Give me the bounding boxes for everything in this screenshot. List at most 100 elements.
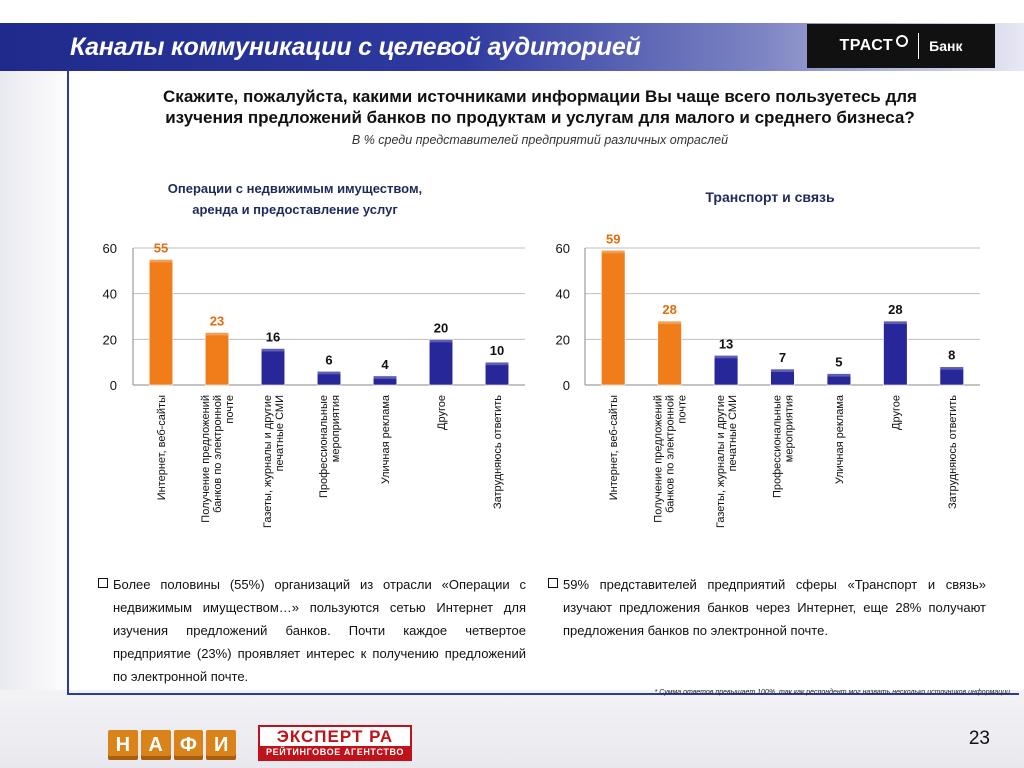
x-category-label-line: Другое bbox=[890, 395, 902, 430]
x-category-label-line: банков по электронной bbox=[212, 395, 224, 513]
bar-highlight bbox=[657, 321, 682, 325]
question-line-1: Скажите, пожалуйста, какими источниками … bbox=[163, 87, 917, 106]
nafi-letter: Ф bbox=[173, 730, 204, 760]
bar-highlight bbox=[149, 259, 173, 263]
logo-name: ТРАСТ bbox=[839, 37, 894, 54]
y-tick-label: 0 bbox=[110, 378, 117, 393]
x-category-label-line: Затрудняюсь ответить bbox=[947, 395, 959, 509]
bar bbox=[826, 373, 852, 386]
bullet-left-text: Более половины (55%) организаций из отра… bbox=[113, 577, 526, 684]
bar bbox=[713, 355, 739, 386]
x-category-label-line: Уличная реклама bbox=[834, 394, 846, 484]
checkbox-bullet-icon bbox=[548, 578, 558, 588]
x-category-label-line: Затрудняюсь ответить bbox=[492, 395, 504, 509]
logo-divider bbox=[918, 33, 920, 59]
bar-value-label: 8 bbox=[948, 348, 955, 363]
x-category-label: Профессиональные мероприятия bbox=[318, 395, 342, 498]
x-category-label-line: Получение предложений bbox=[653, 395, 665, 523]
bar-highlight bbox=[373, 375, 397, 379]
page-number: 23 bbox=[968, 728, 990, 749]
survey-question: Скажите, пожалуйста, какими источниками … bbox=[85, 86, 995, 128]
x-category-label: Интернет, веб-сайты bbox=[156, 395, 168, 500]
x-category-label-line: печатные СМИ bbox=[274, 395, 286, 471]
bar-value-label: 23 bbox=[210, 313, 224, 328]
bar-value-label: 16 bbox=[266, 329, 280, 344]
chart-1-title: Операции с недвижимым имуществом, аренда… bbox=[115, 178, 475, 220]
bar-highlight bbox=[205, 332, 229, 336]
x-category-label: Получение предложений банков по электронн… bbox=[653, 395, 689, 523]
bar-highlight bbox=[317, 371, 341, 375]
bar-value-label: 59 bbox=[606, 231, 620, 246]
content-frame-bottom bbox=[67, 693, 1019, 695]
expert-ra-logo: ЭКСПЕРТ РА РЕЙТИНГОВОЕ АГЕНТСТВО bbox=[258, 725, 412, 761]
bar-value-label: 20 bbox=[434, 320, 448, 335]
chart-1-title-line-2: аренда и предоставление услуг bbox=[192, 202, 398, 217]
x-category-label-line: Профессиональные bbox=[772, 395, 784, 498]
bar-value-label: 55 bbox=[154, 240, 168, 255]
x-category-label: Затрудняюсь ответить bbox=[947, 395, 959, 509]
x-category-label: Профессиональные мероприятия bbox=[772, 395, 796, 498]
bar-highlight bbox=[883, 321, 908, 325]
expert-ra-tagline: РЕЙТИНГОВОЕ АГЕНТСТВО bbox=[260, 746, 410, 759]
x-category-label-line: печатные СМИ bbox=[727, 395, 739, 471]
bar bbox=[316, 370, 342, 386]
x-category-label-line: банков по электронной bbox=[665, 395, 677, 513]
bar-charts: 0 20 40 60 55 Интернет, веб-сайты 23 Получение … bbox=[103, 231, 980, 528]
background-texture-left bbox=[0, 70, 75, 690]
y-tick-label: 60 bbox=[103, 241, 117, 256]
bar-highlight bbox=[601, 250, 626, 254]
nafi-letter: Н bbox=[108, 730, 138, 760]
x-category-label-line: мероприятия bbox=[330, 395, 342, 462]
y-tick-label: 40 bbox=[556, 287, 570, 302]
x-category-label-line: Получение предложений bbox=[200, 395, 212, 523]
bar-highlight bbox=[939, 366, 964, 370]
x-category-label: Другое bbox=[436, 395, 448, 430]
bar-value-label: 10 bbox=[490, 343, 504, 358]
bar-value-label: 4 bbox=[381, 357, 389, 372]
bar bbox=[204, 332, 230, 386]
bar bbox=[148, 259, 174, 386]
y-tick-label: 40 bbox=[103, 287, 117, 302]
logo-bank-label: Банк bbox=[929, 38, 963, 54]
bar bbox=[484, 361, 510, 386]
chart-1-title-line-1: Операции с недвижимым имуществом, bbox=[167, 181, 423, 196]
bar-highlight bbox=[429, 339, 453, 343]
background-texture-bottom bbox=[0, 690, 1024, 768]
checkbox-bullet-icon bbox=[98, 578, 108, 588]
x-category-label-line: Интернет, веб-сайты bbox=[608, 395, 620, 500]
question-subtitle: В % среди представителей предприятий раз… bbox=[351, 133, 729, 147]
bullet-right: 59% представителей предприятий сферы «Тр… bbox=[548, 573, 986, 642]
bullet-left: Более половины (55%) организаций из отра… bbox=[98, 573, 526, 688]
x-category-label: Получение предложений банков по электронн… bbox=[200, 395, 236, 523]
x-category-label-line: Газеты, журналы и другие bbox=[715, 395, 727, 528]
bar-value-label: 13 bbox=[719, 336, 733, 351]
x-category-label-line: Другое bbox=[436, 395, 448, 430]
bar-value-label: 28 bbox=[662, 302, 676, 317]
x-category-label-line: Интернет, веб-сайты bbox=[156, 395, 168, 500]
bar bbox=[770, 368, 795, 386]
bullet-right-text: 59% представителей предприятий сферы «Тр… bbox=[563, 577, 986, 638]
bar-highlight bbox=[827, 373, 851, 377]
bar bbox=[428, 339, 454, 386]
chart-2-title-line-1: Транспорт и связь bbox=[705, 189, 835, 205]
x-category-label: Уличная реклама bbox=[834, 394, 846, 484]
x-category-label: Другое bbox=[890, 395, 902, 430]
expert-ra-name: ЭКСПЕРТ РА bbox=[276, 727, 394, 746]
footnote: * Сумма ответов превышает 100%, так как … bbox=[654, 689, 1010, 696]
bar-value-label: 7 bbox=[779, 350, 786, 365]
y-tick-label: 60 bbox=[556, 241, 570, 256]
bar-highlight bbox=[261, 348, 285, 352]
nafi-letter: И bbox=[206, 730, 236, 760]
chart-2-title: Транспорт и связь bbox=[590, 187, 950, 208]
question-line-2: изучения предложений банков по продуктам… bbox=[165, 108, 915, 127]
x-category-label: Затрудняюсь ответить bbox=[492, 395, 504, 509]
nafi-letter: А bbox=[140, 730, 171, 760]
bar-highlight bbox=[485, 362, 509, 366]
x-category-label-line: почте bbox=[224, 395, 236, 424]
bar-highlight bbox=[770, 369, 795, 373]
bar bbox=[883, 320, 908, 386]
bar-highlight bbox=[714, 355, 738, 359]
bar-value-label: 28 bbox=[888, 302, 902, 317]
x-category-label-line: Газеты, журналы и другие bbox=[262, 395, 274, 528]
bar bbox=[601, 249, 626, 386]
